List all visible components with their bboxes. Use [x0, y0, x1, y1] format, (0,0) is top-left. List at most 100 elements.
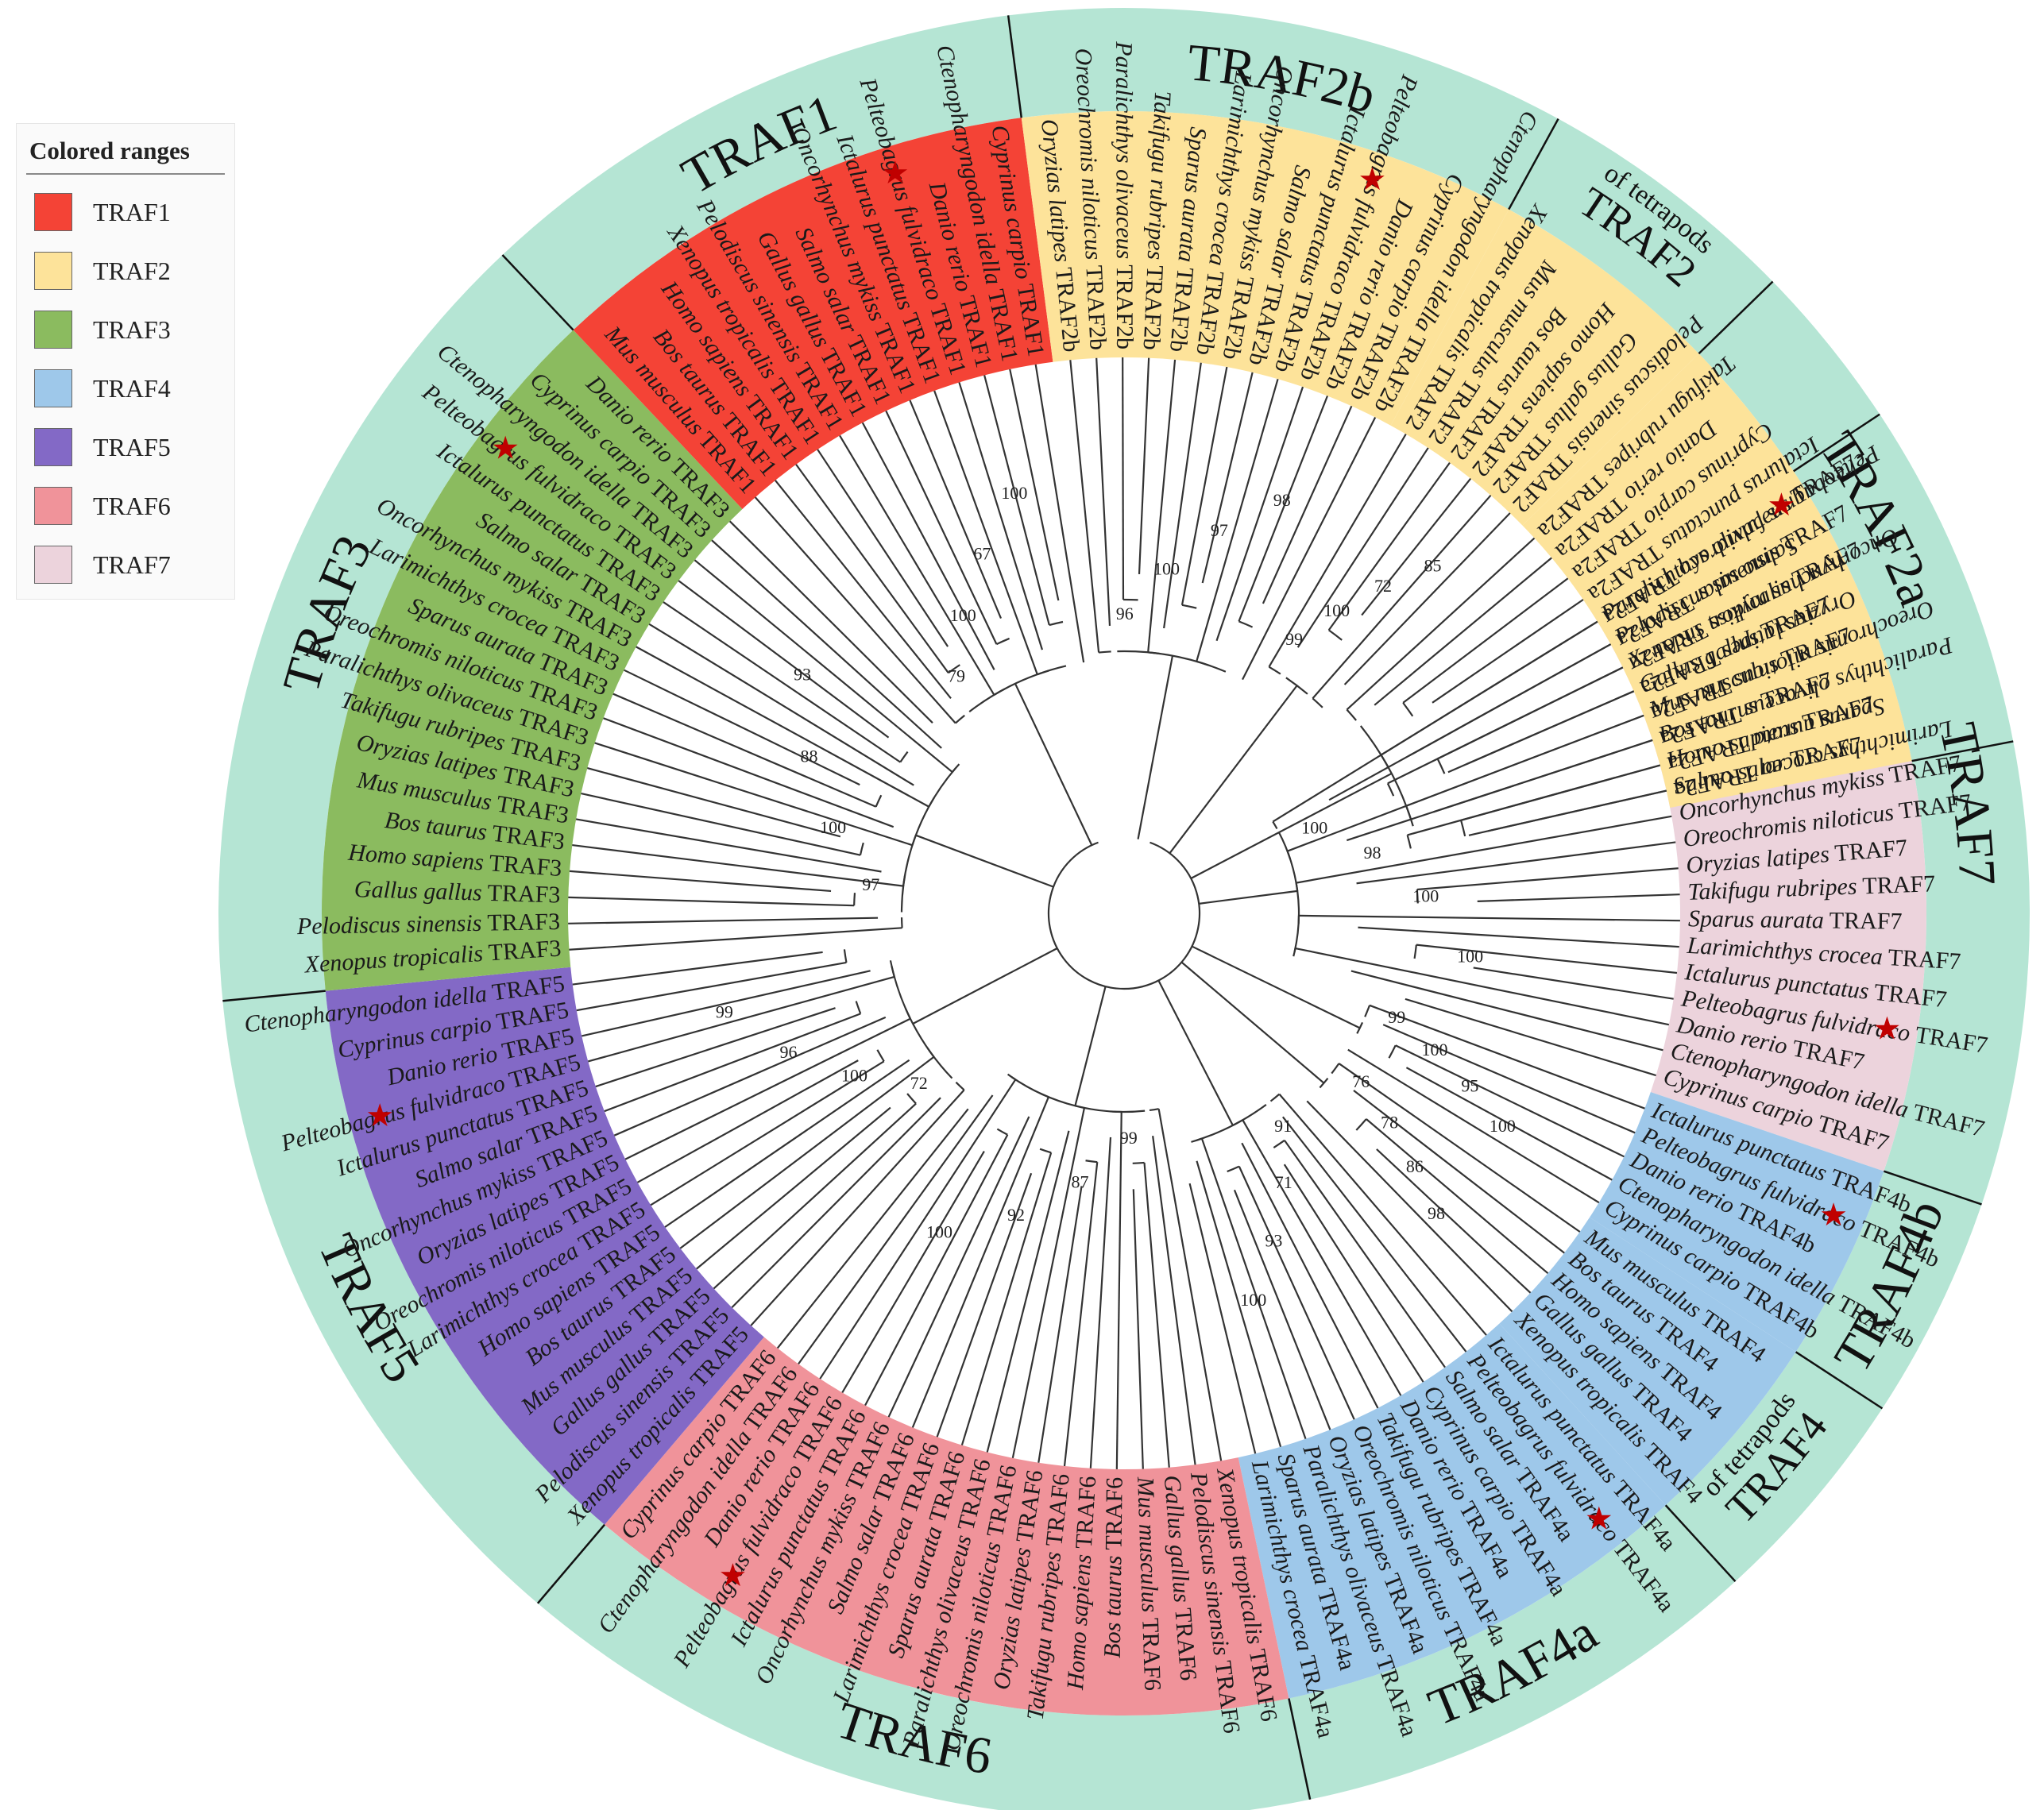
clade-range-traf2b [1021, 111, 1509, 426]
bootstrap-value: 93 [794, 665, 811, 685]
legend-swatch [34, 487, 72, 525]
bootstrap-value: 96 [1116, 604, 1134, 623]
star-icon: ★ [1358, 161, 1387, 197]
ring-divider [1508, 118, 1559, 210]
legend-label: TRAF5 [93, 432, 171, 461]
ring-divider [1795, 1351, 1884, 1410]
star-icon: ★ [881, 155, 910, 191]
legend-item-traf3: TRAF3 [26, 300, 225, 359]
bootstrap-value: 100 [926, 1222, 952, 1242]
legend-label: TRAF4 [93, 373, 171, 403]
bootstrap-value: 98 [1273, 490, 1291, 510]
legend-swatch [34, 311, 72, 349]
bootstrap-value: 99 [716, 1001, 733, 1021]
bootstrap-value: 98 [1428, 1203, 1445, 1223]
bootstrap-value: 79 [948, 666, 965, 685]
ring-divider [1911, 740, 2014, 762]
legend-label: TRAF7 [93, 550, 171, 579]
clade-range-traf4b [1590, 1092, 1884, 1353]
ring-divider [1664, 1504, 1737, 1583]
bootstrap-value: 97 [862, 874, 879, 894]
clade-range-traf1 [573, 118, 1053, 509]
legend-swatch [34, 428, 72, 466]
legend-label: TRAF3 [93, 315, 171, 344]
bootstrap-value: 100 [1421, 1040, 1447, 1059]
bootstrap-value: 95 [1461, 1076, 1478, 1096]
clade-range-traf3 [322, 330, 743, 991]
leaf-label: Sparus aurata TRAF7 [1688, 905, 1903, 935]
clade-range-traf6 [605, 1337, 1289, 1715]
legend-item-traf4: TRAF4 [26, 359, 225, 418]
leaf-label: Takifugu rubripes TRAF7 [1687, 870, 1936, 905]
bootstrap-value: 93 [1265, 1231, 1282, 1251]
ring-divider [1698, 280, 1774, 355]
bootstrap-value: 100 [841, 1065, 867, 1085]
bootstrap-value: 67 [973, 543, 991, 563]
bootstrap-value: 99 [1120, 1128, 1138, 1148]
legend-swatch [34, 252, 72, 290]
star-icon: ★ [1585, 1501, 1613, 1537]
bootstrap-value: 100 [1323, 600, 1350, 620]
ring-divider [536, 1523, 606, 1604]
bootstrap-value: 100 [1490, 1116, 1516, 1136]
leaf-label: Gallus gallus TRAF3 [354, 876, 560, 908]
ring-divider [1007, 15, 1023, 118]
ring-divider [222, 990, 326, 1002]
star-icon: ★ [1768, 487, 1796, 523]
legend-label: TRAF2 [93, 256, 171, 285]
bootstrap-value: 96 [779, 1042, 797, 1062]
bootstrap-value: 100 [1153, 558, 1180, 578]
bootstrap-value: 100 [1240, 1290, 1266, 1310]
outer-ring [218, 8, 2030, 1810]
ring-divider [1883, 1170, 1982, 1206]
legend-title: Colored ranges [26, 132, 225, 175]
legend-item-traf1: TRAF1 [26, 183, 225, 241]
legend-panel: Colored ranges TRAF1 TRAF2 TRAF3 TRAF4 TRAF5… [16, 123, 235, 600]
bootstrap-value: 99 [1388, 1007, 1405, 1027]
bootstrap-value: 78 [1381, 1113, 1398, 1133]
clade-range-traf2a [1522, 353, 1912, 809]
bootstrap-value: 100 [820, 817, 846, 837]
star-icon: ★ [1819, 1197, 1848, 1233]
clade-range-traf4a [1238, 1323, 1666, 1699]
star-icon: ★ [365, 1098, 394, 1133]
ring-divider [1793, 413, 1880, 473]
legend-swatch [34, 546, 72, 584]
ring-divider [501, 254, 574, 331]
leaf-label: Bos taurus TRAF6 [1099, 1477, 1128, 1658]
clade-range-traf2t [1390, 209, 1699, 526]
leaf-label: Takifugu rubripes TRAF6 [1022, 1472, 1075, 1721]
bootstrap-value: 85 [1424, 555, 1442, 575]
legend-label: TRAF1 [93, 197, 171, 226]
bootstrap-value: 100 [1301, 817, 1327, 837]
star-icon: ★ [718, 1557, 747, 1593]
bootstrap-value: 76 [1352, 1071, 1370, 1091]
bootstrap-value: 91 [1274, 1116, 1292, 1136]
star-icon: ★ [491, 430, 520, 466]
legend-swatch [34, 193, 72, 231]
leaf-label: Pelodiscus sinensis TRAF3 [296, 909, 561, 940]
bootstrap-value: 100 [1412, 886, 1439, 905]
tree-branches [568, 357, 1680, 1469]
bootstrap-value: 71 [1275, 1172, 1292, 1192]
bootstrap-value: 99 [1285, 629, 1303, 649]
clade-range-traf4t [1499, 1217, 1796, 1506]
bootstrap-value: 92 [1007, 1205, 1025, 1225]
ring-divider [1288, 1698, 1312, 1800]
legend-label: TRAF6 [93, 491, 171, 520]
legend-swatch [34, 369, 72, 407]
bootstrap-value: 100 [1001, 483, 1027, 503]
clade-range-traf5 [325, 967, 764, 1525]
bootstrap-value: 98 [1363, 843, 1381, 863]
bootstrap-value: 87 [1072, 1172, 1089, 1192]
bootstrap-value: 100 [1457, 947, 1483, 967]
leaf-label: Oryzias latipes TRAF7 [1685, 835, 1908, 879]
bootstrap-value: 100 [950, 605, 976, 625]
leaf-label: Mus musculus TRAF6 [1132, 1476, 1165, 1691]
legend-item-traf2: TRAF2 [26, 241, 225, 300]
legend-item-traf5: TRAF5 [26, 418, 225, 477]
legend-item-traf7: TRAF7 [26, 535, 225, 594]
star-icon: ★ [1872, 1011, 1901, 1047]
legend-item-traf6: TRAF6 [26, 477, 225, 535]
